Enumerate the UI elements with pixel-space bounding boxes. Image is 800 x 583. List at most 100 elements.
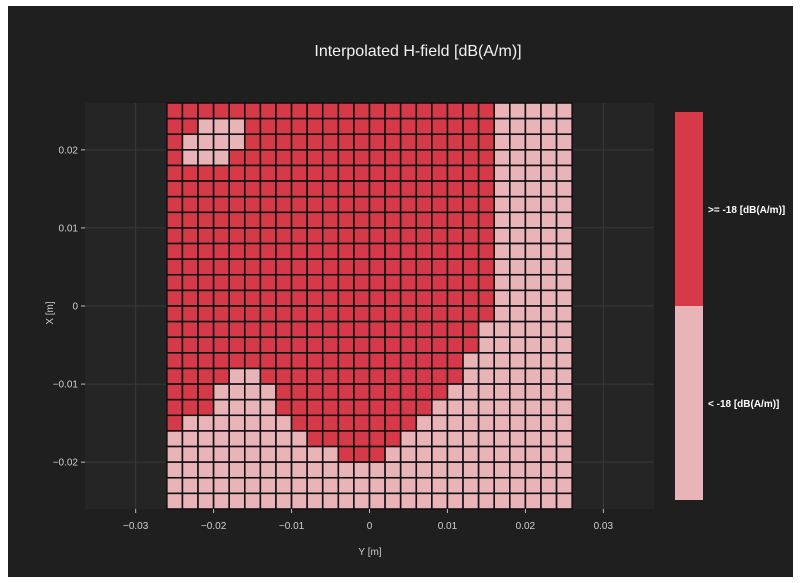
heatmap-cell-high <box>321 398 340 417</box>
heatmap-cell-high <box>321 149 340 167</box>
heatmap-cell-high <box>321 320 340 339</box>
heatmap-cell-low <box>243 476 262 495</box>
heatmap-cell-high <box>353 289 371 307</box>
heatmap-cell-high <box>431 258 449 276</box>
heatmap-cell-high <box>306 289 324 307</box>
heatmap-cell-high <box>197 336 215 354</box>
heatmap-cell-low <box>275 414 293 432</box>
heatmap-cell-high <box>415 242 433 260</box>
heatmap-cell-low <box>540 258 558 276</box>
heatmap-cell-low <box>493 430 511 448</box>
heatmap-cell-high <box>368 320 386 339</box>
heatmap-cell-low <box>493 398 511 417</box>
heatmap-cell-high <box>399 414 418 432</box>
heatmap-cell-low <box>228 383 246 401</box>
heatmap-cell-low <box>462 461 480 479</box>
heatmap-cell-high <box>368 336 386 354</box>
heatmap-cell-high <box>228 102 246 120</box>
heatmap-cell-low <box>477 461 496 479</box>
x-axis-label: Y [m] <box>358 547 381 558</box>
heatmap-cell-low <box>197 461 215 479</box>
heatmap-cell-high <box>337 133 355 151</box>
heatmap-cell-high <box>415 289 433 307</box>
heatmap-cell-high <box>446 336 464 354</box>
heatmap-cell-low <box>540 149 558 167</box>
heatmap-cell-high <box>431 195 449 214</box>
heatmap-cell-high <box>275 195 293 214</box>
heatmap-cell-high <box>368 445 386 463</box>
heatmap-cell-high <box>275 149 293 167</box>
heatmap-cell-high <box>243 352 262 370</box>
heatmap-cell-low <box>555 352 573 370</box>
heatmap-cell-high <box>290 336 308 354</box>
heatmap-cell-high <box>431 180 449 198</box>
heatmap-cell-high <box>290 398 308 417</box>
heatmap-cell-high <box>228 180 246 198</box>
heatmap-cell-high <box>306 102 324 120</box>
heatmap-cell-high <box>431 320 449 339</box>
heatmap-cell-low <box>462 398 480 417</box>
heatmap-cell-low <box>446 414 464 432</box>
heatmap-cell-high <box>446 320 464 339</box>
heatmap-cell-high <box>446 180 464 198</box>
heatmap-cell-high <box>275 227 293 245</box>
heatmap-cell-high <box>353 180 371 198</box>
heatmap-cell-low <box>275 445 293 463</box>
heatmap-cell-high <box>259 305 277 323</box>
heatmap-cell-high <box>259 258 277 276</box>
heatmap-cell-low <box>212 476 230 495</box>
heatmap-cell-high <box>368 305 386 323</box>
heatmap-cell-high <box>243 305 262 323</box>
heatmap-cell-low <box>290 492 308 510</box>
heatmap-cell-high <box>446 305 464 323</box>
heatmap-cell-high <box>166 227 184 245</box>
heatmap-cell-low <box>493 258 511 276</box>
heatmap-cell-high <box>431 273 449 292</box>
heatmap-cell-high <box>353 102 371 120</box>
heatmap-cell-high <box>477 133 496 151</box>
heatmap-cell-low <box>415 445 433 463</box>
heatmap-cell-high <box>181 258 199 276</box>
heatmap-cell-high <box>290 180 308 198</box>
heatmap-cell-low <box>431 476 449 495</box>
heatmap-cell-low <box>384 476 402 495</box>
heatmap-cell-low <box>555 117 573 136</box>
heatmap-cell-low <box>290 476 308 495</box>
heatmap-cell-low <box>540 476 558 495</box>
heatmap-cell-low <box>243 383 262 401</box>
heatmap-cell-low <box>509 117 527 136</box>
heatmap-cell-high <box>321 102 340 120</box>
colorbar-high-segment <box>675 112 703 306</box>
heatmap-cell-low <box>290 461 308 479</box>
heatmap-cell-high <box>446 133 464 151</box>
y-tick-label: 0.01 <box>59 223 79 234</box>
heatmap-cell-low <box>431 445 449 463</box>
heatmap-cell-high <box>384 336 402 354</box>
heatmap-cell-low <box>228 445 246 463</box>
heatmap-cell-high <box>181 289 199 307</box>
heatmap-cell-high <box>166 258 184 276</box>
heatmap-cell-high <box>197 180 215 198</box>
heatmap-cell-low <box>493 195 511 214</box>
heatmap-cell-low <box>493 133 511 151</box>
heatmap-cell-high <box>415 149 433 167</box>
heatmap-cell-high <box>197 398 215 417</box>
heatmap-cell-high <box>166 117 184 136</box>
heatmap-cell-high <box>353 133 371 151</box>
heatmap-cell-high <box>166 398 184 417</box>
heatmap-cell-high <box>462 149 480 167</box>
heatmap-cell-low <box>540 195 558 214</box>
heatmap-cell-low <box>509 461 527 479</box>
heatmap-cell-high <box>228 305 246 323</box>
heatmap-cell-high <box>368 211 386 229</box>
heatmap-cell-low <box>166 492 184 510</box>
heatmap-cell-high <box>399 320 418 339</box>
heatmap-cell-high <box>446 367 464 385</box>
heatmap-cell-high <box>321 273 340 292</box>
heatmap-cell-high <box>212 242 230 260</box>
heatmap-cell-high <box>462 117 480 136</box>
heatmap-cell-high <box>228 227 246 245</box>
heatmap-cell-low <box>399 492 418 510</box>
heatmap-cell-high <box>306 398 324 417</box>
heatmap-cell-high <box>166 305 184 323</box>
